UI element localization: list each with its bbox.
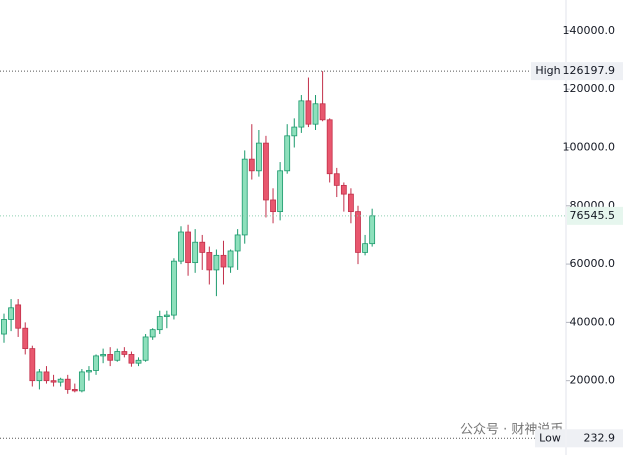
- candle-body: [277, 170, 284, 213]
- candle-body: [355, 211, 361, 253]
- candle-body: [248, 158, 255, 172]
- y-tick-label: 140000.0: [563, 24, 616, 37]
- candle-body: [326, 119, 333, 175]
- candle-body: [135, 359, 142, 364]
- low-value-box: [567, 429, 623, 448]
- candle-body: [255, 142, 262, 172]
- y-tick-label: 40000.0: [570, 315, 616, 328]
- high-value-box: [567, 62, 623, 81]
- candle-body: [305, 100, 312, 125]
- candle-body: [1, 319, 7, 335]
- y-tick-label: 120000.0: [563, 82, 616, 95]
- candle-body: [185, 231, 191, 264]
- candle-body: [8, 307, 14, 320]
- candle-body: [298, 100, 305, 128]
- candle-body: [234, 234, 241, 252]
- last-price-box: [567, 206, 623, 225]
- candle-body: [284, 135, 291, 172]
- candle-body: [86, 370, 92, 373]
- candle-body: [50, 380, 57, 383]
- candle-body: [100, 354, 107, 357]
- candle-body: [128, 354, 135, 364]
- high-value: 126197.9: [563, 64, 616, 77]
- candle-body: [206, 252, 213, 271]
- candle-body: [199, 241, 206, 253]
- candle-body: [163, 314, 170, 317]
- candle-body: [121, 351, 128, 355]
- candle-body: [227, 250, 234, 268]
- candle-body: [178, 231, 184, 262]
- candle-body: [71, 389, 78, 392]
- candle-body: [291, 126, 298, 137]
- candle-body: [142, 336, 149, 361]
- candle-body: [312, 103, 319, 125]
- candle-body: [15, 304, 22, 329]
- candle-body: [220, 254, 227, 268]
- candle-body: [107, 354, 114, 361]
- candle-body: [156, 316, 163, 331]
- y-tick-label: 20000.0: [570, 374, 616, 387]
- high-label-box: [531, 62, 565, 81]
- candle-body: [192, 241, 199, 264]
- low-value: 232.9: [584, 431, 616, 444]
- low-label-box: [535, 429, 565, 448]
- last-price: 76545.5: [570, 209, 616, 222]
- candle-body: [22, 327, 29, 350]
- candle-body: [241, 158, 248, 236]
- candle-body: [149, 329, 156, 338]
- candle-body: [333, 173, 340, 186]
- high-label: High: [535, 64, 560, 77]
- y-tick-label: 100000.0: [563, 140, 616, 153]
- low-label: Low: [539, 431, 561, 444]
- candle-body: [369, 215, 376, 245]
- candle-body: [29, 348, 36, 382]
- candle-body: [362, 243, 368, 253]
- candle-body: [36, 371, 43, 382]
- candle-body: [43, 371, 50, 382]
- candle-body: [348, 193, 354, 213]
- candle-body: [171, 260, 177, 316]
- candle-body: [57, 378, 64, 383]
- candle-body: [78, 371, 85, 392]
- candle-body: [263, 142, 269, 201]
- y-tick-label: 60000.0: [570, 257, 616, 270]
- candle-body: [340, 184, 347, 195]
- candle-body: [64, 378, 71, 390]
- candle-body: [93, 355, 99, 371]
- candle-body: [270, 199, 276, 213]
- candle-body: [213, 254, 220, 271]
- candle-body: [319, 103, 326, 121]
- candle-body: [114, 351, 121, 361]
